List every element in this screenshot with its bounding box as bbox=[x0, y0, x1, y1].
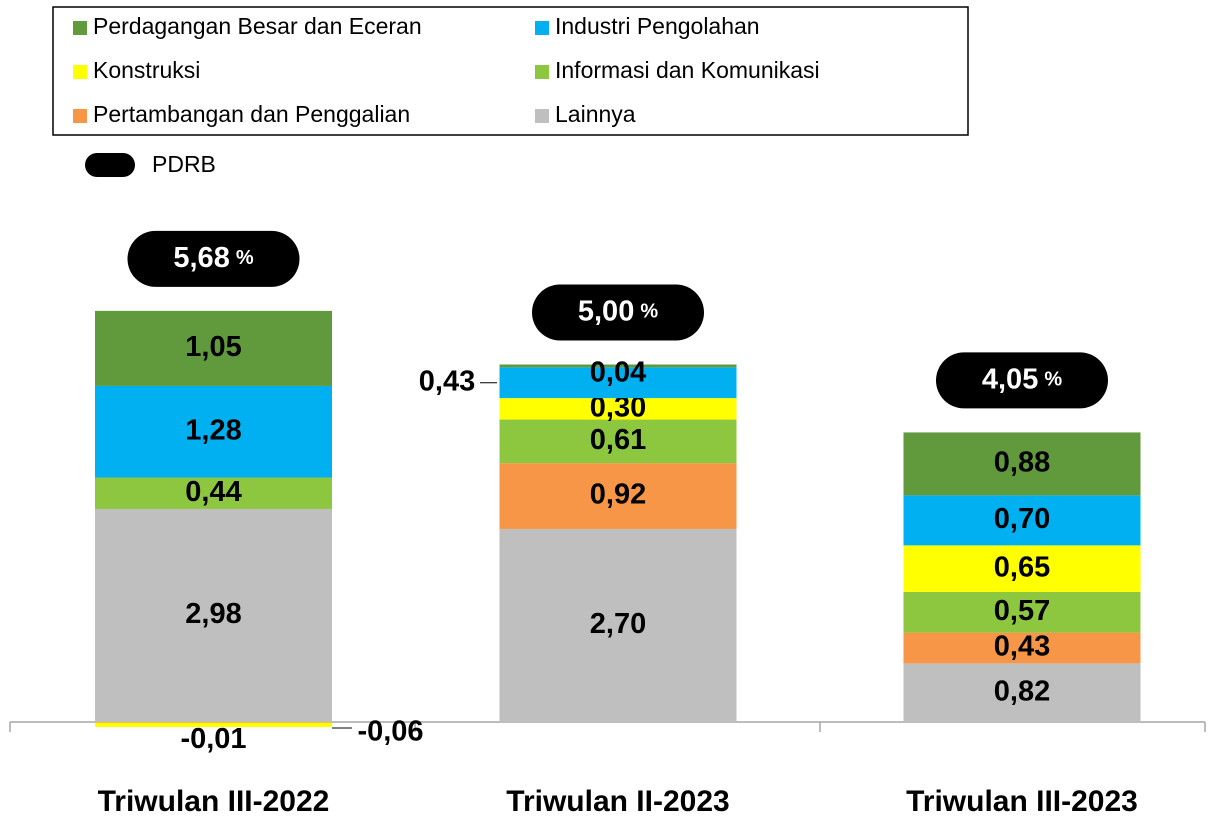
data-label: 1,28 bbox=[185, 414, 241, 446]
legend-swatch bbox=[535, 21, 549, 35]
x-tick-label: Triwulan II-2023 bbox=[506, 785, 729, 818]
legend-label: Industri Pengolahan bbox=[555, 13, 760, 39]
total-unit: % bbox=[640, 301, 658, 323]
legend-swatch bbox=[73, 65, 87, 79]
legend-label: Informasi dan Komunikasi bbox=[555, 57, 820, 83]
bar-segment bbox=[903, 591, 1141, 633]
total-unit: % bbox=[1044, 369, 1062, 391]
bar-segment bbox=[499, 528, 737, 722]
bar-segment bbox=[499, 463, 737, 529]
bar-segment bbox=[95, 508, 332, 722]
legend-swatch bbox=[73, 21, 87, 35]
bar-segment bbox=[499, 419, 737, 464]
total-pill bbox=[936, 352, 1108, 409]
total-label: 5,00% bbox=[578, 295, 658, 327]
data-label: 2,70 bbox=[590, 608, 646, 640]
legend-swatch bbox=[73, 109, 87, 123]
data-label: 0,70 bbox=[994, 503, 1050, 535]
bar-segment bbox=[95, 722, 332, 728]
legend-label: Pertambangan dan Penggalian bbox=[93, 101, 410, 127]
data-label: 0,92 bbox=[590, 479, 646, 511]
legend-label: Lainnya bbox=[555, 101, 636, 127]
legend-label: Perdagangan Besar dan Eceran bbox=[93, 13, 422, 39]
bar-segment bbox=[499, 398, 737, 420]
bar-segment bbox=[95, 385, 332, 478]
bar-segment bbox=[903, 545, 1141, 592]
bar-segment bbox=[499, 364, 737, 368]
legend-swatch bbox=[535, 109, 549, 123]
data-label: 0,43 bbox=[994, 631, 1050, 663]
bar-segment bbox=[499, 367, 737, 399]
bar-segment bbox=[903, 432, 1141, 496]
data-label: 0,43 bbox=[419, 365, 475, 397]
total-label: 5,68% bbox=[173, 242, 253, 274]
bar-segment bbox=[903, 632, 1141, 664]
data-label: 1,05 bbox=[185, 331, 241, 363]
data-label: 0,88 bbox=[994, 447, 1050, 479]
total-unit: % bbox=[236, 247, 254, 269]
bar-segment bbox=[903, 495, 1141, 546]
bar-segment bbox=[95, 477, 332, 509]
data-label: 2,98 bbox=[185, 598, 241, 630]
data-label: -0,01 bbox=[180, 723, 246, 755]
data-label: 0,44 bbox=[185, 476, 241, 508]
legend-label: Konstruksi bbox=[93, 57, 200, 83]
bar-segment bbox=[903, 663, 1141, 722]
total-pill bbox=[127, 230, 300, 287]
x-tick-label: Triwulan III-2022 bbox=[98, 785, 330, 818]
total-value: 5,68 bbox=[173, 242, 229, 274]
legend-box bbox=[52, 6, 969, 136]
data-label: 0,57 bbox=[994, 595, 1050, 627]
legend-swatch bbox=[535, 65, 549, 79]
data-label: 0,61 bbox=[590, 424, 646, 456]
legend-swatch bbox=[85, 153, 135, 177]
data-label: -0,06 bbox=[357, 716, 423, 748]
total-value: 4,05 bbox=[982, 363, 1038, 395]
data-label: 0,65 bbox=[994, 551, 1050, 583]
total-pill bbox=[532, 284, 704, 341]
legend-label: PDRB bbox=[152, 151, 216, 177]
bar-segment bbox=[95, 722, 332, 723]
data-label: 0,82 bbox=[994, 675, 1050, 707]
bar-segment bbox=[95, 310, 332, 386]
x-tick-label: Triwulan III-2023 bbox=[906, 785, 1138, 818]
total-label: 4,05% bbox=[982, 363, 1062, 395]
data-label: 0,04 bbox=[590, 357, 646, 389]
total-value: 5,00 bbox=[578, 295, 634, 327]
